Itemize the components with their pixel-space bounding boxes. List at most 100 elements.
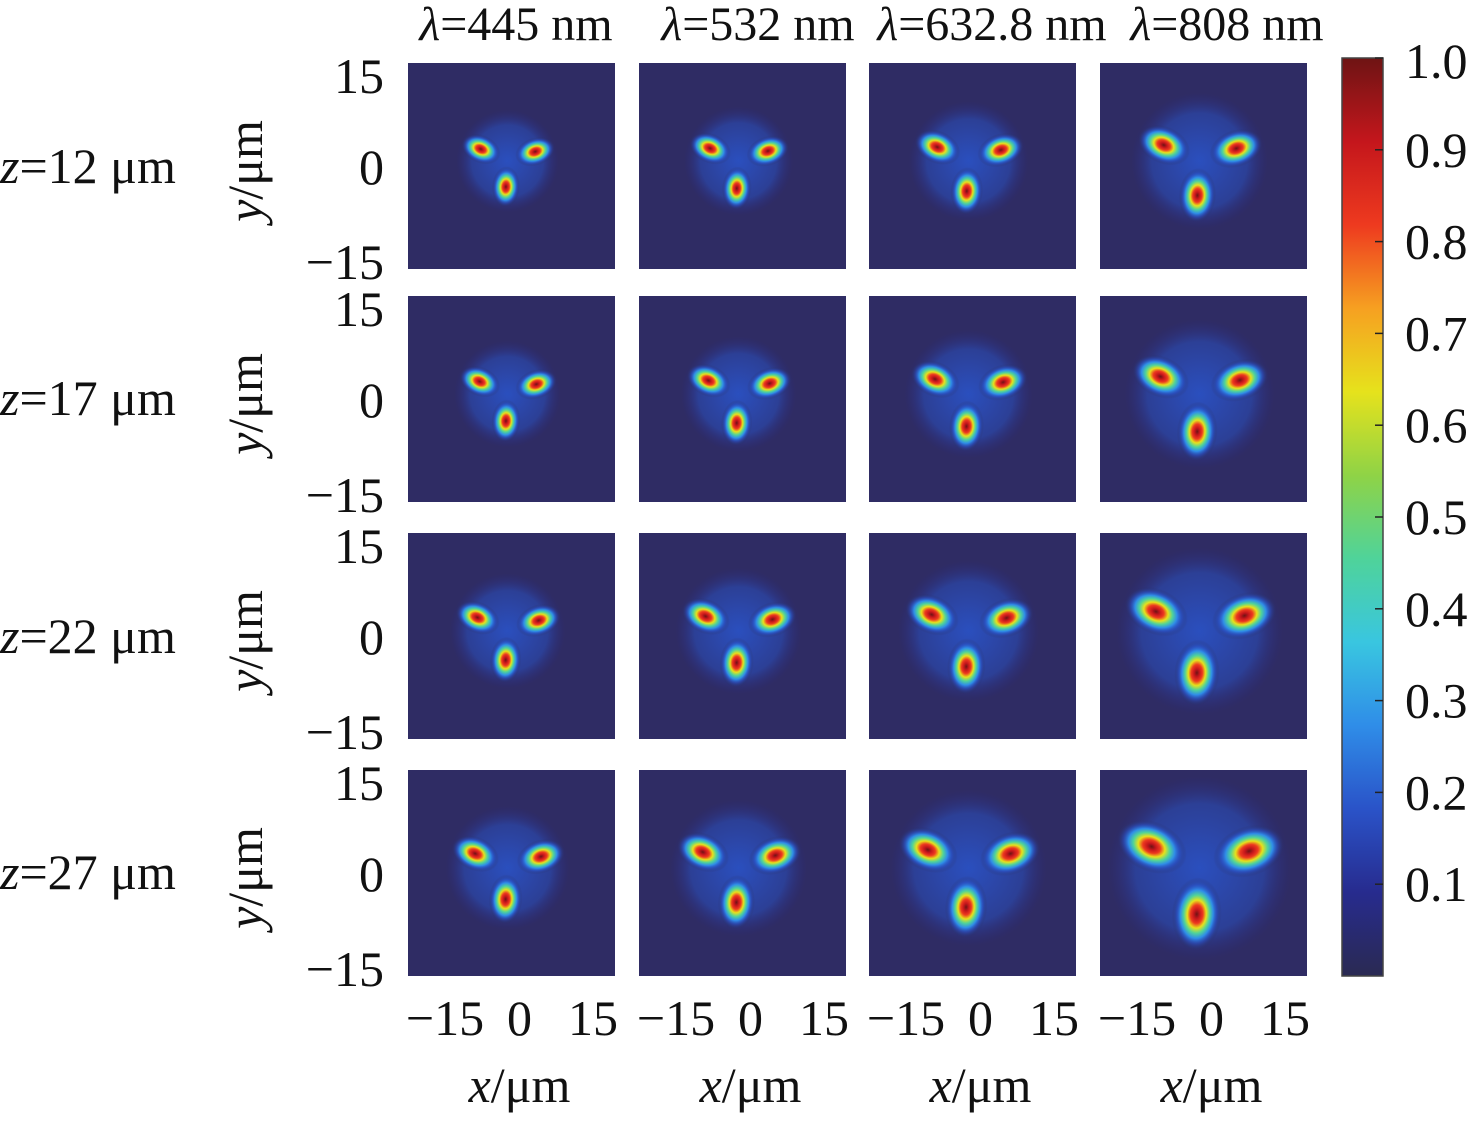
- y-axis-label-var: y: [217, 199, 273, 227]
- intensity-lobe-1: [461, 133, 501, 165]
- colorbar-tick-label: 0.1: [1405, 856, 1468, 912]
- intensity-lobe-3: [719, 637, 754, 688]
- y-axis-label: y/μm: [217, 827, 273, 934]
- intensity-lobe-1: [1137, 124, 1190, 166]
- intensity-lobe-3: [1174, 639, 1220, 707]
- intensity-panel-r3-c3: [869, 533, 1076, 739]
- y-tick-label: −15: [306, 234, 384, 290]
- x-tick-label: 0: [1199, 990, 1224, 1046]
- x-tick-label: 0: [507, 990, 532, 1046]
- intensity-lobe-2: [515, 136, 556, 167]
- intensity-panel-r3-c4: [1100, 533, 1307, 739]
- intensity-lobe-3: [717, 875, 755, 930]
- x-axis-label-unit: /μm: [722, 1057, 802, 1113]
- intensity-lobe-3: [1176, 401, 1218, 462]
- x-tick-label: 15: [568, 990, 618, 1046]
- x-axis-label: x/μm: [929, 1057, 1032, 1113]
- y-axis-label: y/μm: [217, 353, 273, 460]
- y-axis-label-var: y: [217, 432, 273, 460]
- intensity-panel-r4-c3: [869, 770, 1076, 976]
- x-axis-label-var: x: [929, 1057, 952, 1113]
- intensity-lobe-3: [488, 874, 523, 925]
- intensity-lobe-3: [947, 638, 986, 695]
- x-tick-label: 15: [799, 990, 849, 1046]
- intensity-lobe-2: [978, 363, 1029, 401]
- x-axis-label-unit: /μm: [952, 1057, 1032, 1113]
- row-label-3: z=22 μm: [0, 608, 176, 664]
- y-tick-label: 15: [334, 755, 384, 811]
- y-tick-label: −15: [306, 941, 384, 997]
- intensity-lobe-1: [689, 132, 731, 165]
- row-label-var: z: [0, 370, 19, 426]
- column-label-4: λ=808 nm: [1128, 0, 1323, 51]
- intensity-lobe-1: [681, 597, 730, 635]
- intensity-panel-r2-c3: [869, 296, 1076, 502]
- intensity-panel-r3-c2: [639, 533, 846, 739]
- intensity-lobe-1: [459, 365, 501, 398]
- intensity-lobe-2: [980, 831, 1041, 877]
- y-tick-label: 15: [334, 48, 384, 104]
- intensity-lobe-1: [455, 600, 500, 635]
- intensity-lobe-1: [451, 835, 499, 872]
- intensity-panel-r2-c1: [408, 296, 615, 502]
- y-axis-label: y/μm: [217, 120, 273, 227]
- row-label-value: =22 μm: [19, 608, 176, 664]
- intensity-lobe-3: [944, 875, 988, 939]
- intensity-lobe-3: [489, 636, 522, 684]
- column-label-var: λ: [1128, 0, 1151, 51]
- intensity-lobe-1: [1124, 586, 1188, 637]
- x-axis-label-var: x: [468, 1057, 491, 1113]
- row-label-value: =27 μm: [19, 844, 176, 900]
- x-tick-label: 0: [968, 990, 993, 1046]
- intensity-lobe-2: [515, 368, 558, 400]
- column-label-value: =632.8 nm: [898, 0, 1106, 51]
- x-axis-label: x/μm: [468, 1057, 571, 1113]
- row-label-4: z=27 μm: [0, 844, 176, 900]
- x-tick-label: 15: [1260, 990, 1310, 1046]
- x-tick-label: 15: [1029, 990, 1079, 1046]
- y-axis-label-unit: /μm: [217, 353, 273, 433]
- x-axis-label-var: x: [1160, 1057, 1183, 1113]
- column-label-var: λ: [659, 0, 682, 51]
- intensity-panel-r1-c1: [408, 63, 615, 269]
- intensity-lobe-3: [491, 399, 521, 443]
- intensity-panel-r1-c4: [1100, 63, 1307, 269]
- y-tick-label: −15: [306, 467, 384, 523]
- intensity-lobe-2: [747, 366, 793, 401]
- column-label-var: λ: [875, 0, 898, 51]
- intensity-panel-r3-c1: [408, 533, 615, 739]
- intensity-lobe-1: [676, 831, 729, 873]
- intensity-lobe-1: [1116, 819, 1187, 874]
- y-axis-label-var: y: [217, 906, 273, 934]
- colorbar-tick-label: 0.8: [1405, 214, 1468, 270]
- intensity-panel-r4-c4: [1100, 770, 1307, 976]
- x-tick-label: −15: [867, 990, 945, 1046]
- y-axis-label: y/μm: [217, 590, 273, 697]
- intensity-lobe-2: [748, 835, 802, 876]
- column-label-2: λ=532 nm: [659, 0, 854, 51]
- row-label-var: z: [0, 608, 19, 664]
- intensity-panel-r1-c2: [639, 63, 846, 269]
- intensity-panel-r4-c2: [639, 770, 846, 976]
- y-tick-label: 15: [334, 281, 384, 337]
- intensity-lobe-3: [1178, 168, 1216, 223]
- intensity-lobe-3: [1171, 877, 1222, 951]
- intensity-lobe-2: [747, 601, 798, 638]
- intensity-lobe-1: [914, 129, 961, 165]
- intensity-lobe-2: [1213, 824, 1285, 878]
- intensity-lobe-3: [949, 400, 984, 452]
- intensity-lobe-2: [516, 838, 566, 875]
- intensity-lobe-2: [977, 132, 1025, 168]
- intensity-lobe-2: [746, 135, 790, 167]
- intensity-lobe-3: [950, 167, 983, 216]
- intensity-lobe-3: [721, 166, 752, 211]
- row-label-value: =12 μm: [19, 138, 176, 194]
- intensity-lobe-2: [1212, 591, 1277, 640]
- column-label-3: λ=632.8 nm: [875, 0, 1106, 51]
- row-label-1: z=12 μm: [0, 138, 176, 194]
- intensity-lobe-1: [1131, 354, 1190, 399]
- intensity-lobe-2: [516, 603, 562, 638]
- intensity-lobe-3: [491, 166, 520, 208]
- intensity-lobe-1: [910, 360, 960, 399]
